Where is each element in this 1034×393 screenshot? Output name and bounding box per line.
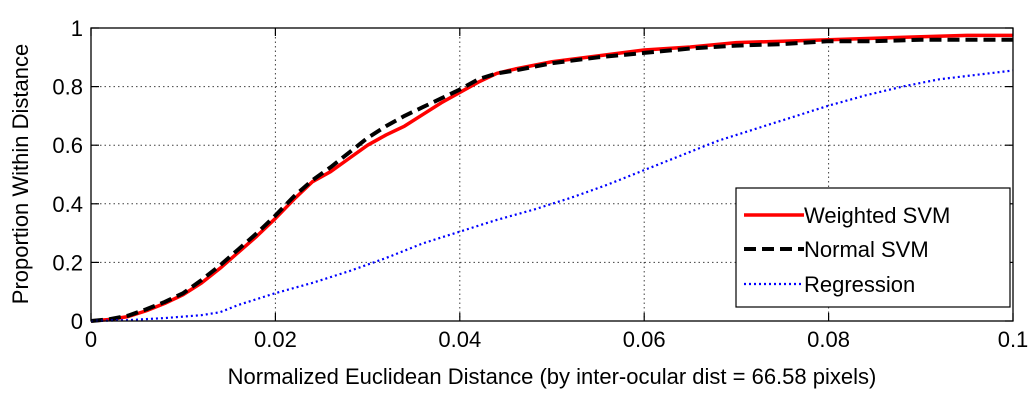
x-tick-label: 0.1 (998, 327, 1029, 352)
y-tick-label: 1 (71, 16, 83, 41)
x-tick-label: 0.02 (254, 327, 297, 352)
y-tick-label: 0.8 (52, 75, 83, 100)
y-tick-label: 0.4 (52, 192, 83, 217)
series-lines (90, 33, 1014, 323)
plot-frame (90, 27, 1014, 322)
y-tick-label: 0.6 (52, 133, 83, 158)
legend-label-weighted-svm: Weighted SVM (804, 203, 950, 228)
x-tick-label: 0.06 (623, 327, 666, 352)
x-tick-label: 0.08 (807, 327, 850, 352)
legend-box (735, 187, 1011, 308)
y-tick-label: 0 (71, 309, 83, 334)
x-tick-label: 0.04 (438, 327, 481, 352)
legend: Weighted SVM Normal SVM Regression (735, 187, 1011, 308)
series-line-regression (90, 69, 1014, 323)
x-axis-label: Normalized Euclidean Distance (by inter-… (228, 364, 877, 389)
x-tick-label: 0 (85, 327, 97, 352)
y-tick-label: 0.2 (52, 250, 83, 275)
legend-label-normal-svm: Normal SVM (804, 237, 929, 262)
legend-label-regression: Regression (804, 272, 915, 297)
axis-ticks (90, 27, 1014, 322)
y-axis-label: Proportion Within Distance (8, 44, 33, 304)
series-line-normal-svm (90, 37, 1013, 323)
